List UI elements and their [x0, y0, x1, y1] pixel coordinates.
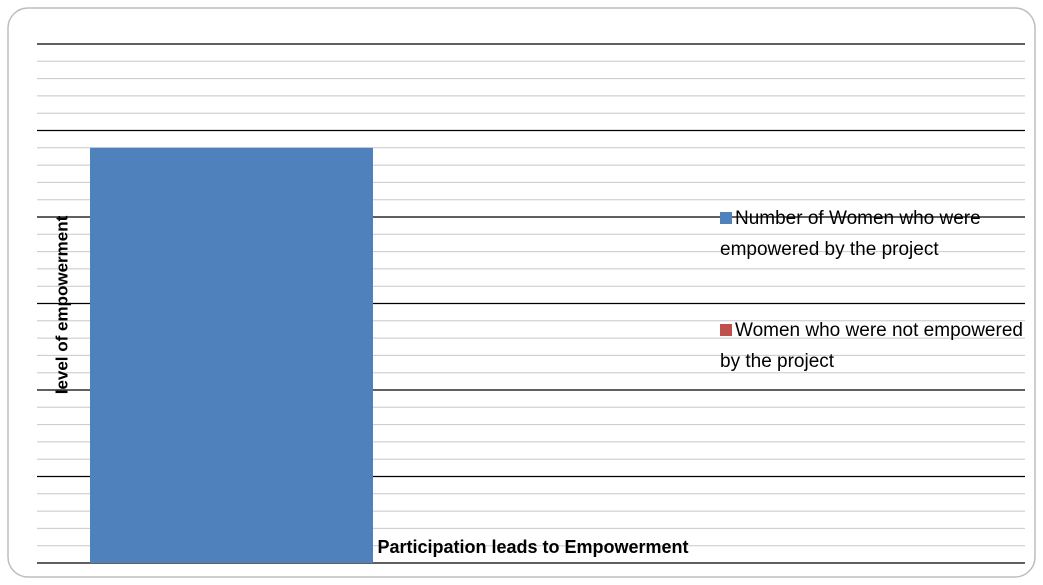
- legend-label: Number of Women who were empowered by th…: [720, 208, 981, 260]
- legend-item: Number of Women who were empowered by th…: [720, 203, 1035, 265]
- legend-swatch: [720, 212, 732, 224]
- legend-item: Women who were not empowered by the proj…: [720, 315, 1035, 377]
- bars: [90, 147, 373, 564]
- y-axis-title: level of empowerment: [52, 215, 71, 394]
- bar: [90, 147, 373, 564]
- legend-label: Women who were not empowered by the proj…: [720, 320, 1023, 372]
- legend-swatch: [720, 324, 732, 336]
- x-axis-title: Participation leads to Empowerment: [377, 537, 688, 557]
